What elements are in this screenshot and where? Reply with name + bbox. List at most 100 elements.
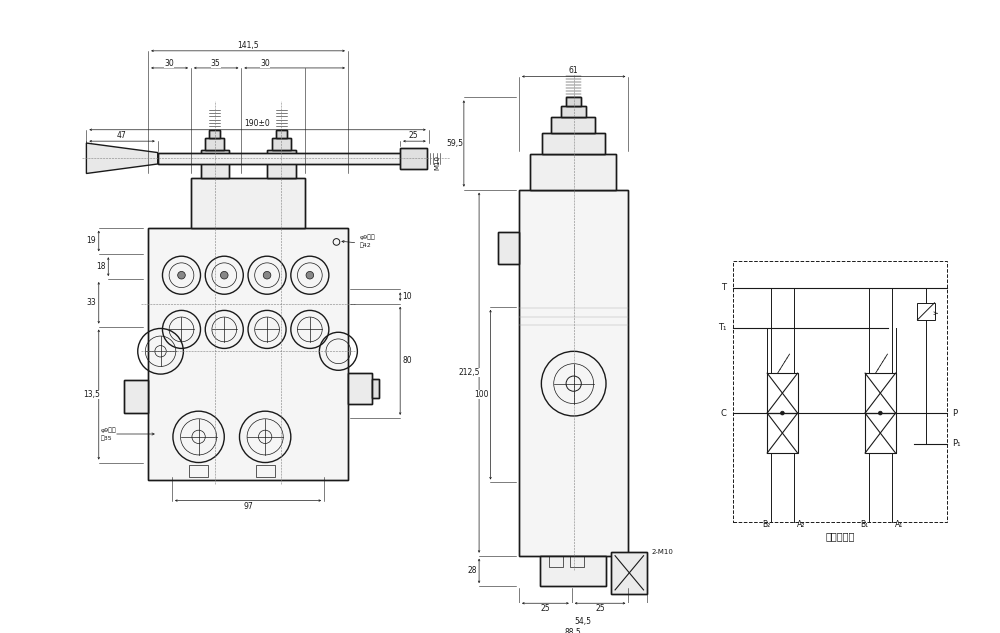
Text: 2-M10: 2-M10 [651,549,673,555]
Bar [209,130,220,138]
Text: A₂: A₂ [797,520,806,529]
Bar [400,148,427,169]
Text: 212,5: 212,5 [459,368,480,377]
Bar [519,190,628,556]
Bar [372,379,379,398]
Bar [865,413,896,453]
Text: 190±0: 190±0 [245,118,270,128]
Circle shape [306,272,314,279]
Bar [549,556,563,567]
Bar [348,373,372,404]
Text: 液压原理图: 液压原理图 [825,530,855,541]
Text: 18: 18 [96,262,105,271]
Bar [767,413,798,453]
Bar [267,150,296,179]
Bar [148,228,348,480]
Text: 80: 80 [403,356,413,365]
Bar [158,153,405,164]
Bar [498,232,519,264]
Bar [611,552,647,594]
Bar [498,232,519,264]
Bar [611,552,647,594]
Bar [561,106,586,117]
Text: 高42: 高42 [359,242,371,248]
Bar [551,117,595,132]
Bar [191,179,305,228]
Circle shape [780,411,784,415]
Text: B₁: B₁ [860,520,868,529]
Text: 59,5: 59,5 [446,139,463,148]
Bar [189,465,208,477]
Text: φ9通孔: φ9通孔 [101,427,116,433]
Text: φ9通孔: φ9通孔 [359,234,375,240]
Bar [276,130,287,138]
Bar [400,148,427,169]
Bar [865,373,896,413]
Text: P: P [953,408,958,418]
Bar [917,303,935,320]
Text: T₁: T₁ [718,323,726,332]
Text: 13,5: 13,5 [83,390,100,399]
Bar [566,97,581,106]
Bar [205,138,224,150]
Text: B₂: B₂ [762,520,770,529]
Bar [519,190,628,556]
Bar [540,556,606,586]
Bar [566,97,581,106]
Circle shape [878,411,882,415]
Text: 28: 28 [468,567,477,575]
Text: P₁: P₁ [953,439,961,448]
Text: 141,5: 141,5 [237,41,259,49]
Text: 25: 25 [595,605,605,613]
Bar [201,150,229,179]
Circle shape [263,272,271,279]
Bar [201,150,229,179]
Bar [348,373,372,404]
Polygon shape [86,143,158,173]
Bar [570,556,584,567]
Bar [158,153,405,164]
Bar [767,373,798,413]
Text: 19: 19 [86,237,96,246]
Bar [256,465,275,477]
Text: 25: 25 [541,605,550,613]
Circle shape [220,272,228,279]
Bar [542,132,605,154]
Bar [124,380,148,413]
Text: 35: 35 [211,59,221,68]
Bar [372,379,379,398]
Bar [148,228,348,480]
Bar [530,154,616,190]
Text: 33: 33 [86,298,96,307]
Text: 97: 97 [243,502,253,511]
Text: 61: 61 [569,66,578,75]
Bar [542,132,605,154]
Text: 高35: 高35 [101,435,112,441]
Text: 100: 100 [474,390,488,399]
Circle shape [178,272,185,279]
Bar [209,130,220,138]
Bar [272,138,291,150]
Text: M10: M10 [434,154,440,170]
Text: 47: 47 [117,131,126,140]
Text: C: C [720,408,726,418]
Text: 30: 30 [260,59,270,68]
Bar [272,138,291,150]
Bar [530,154,616,190]
Text: 25: 25 [409,131,418,140]
Bar [733,261,947,522]
Text: 88,5: 88,5 [564,628,581,633]
Bar [124,380,148,413]
Text: 30: 30 [164,59,174,68]
Text: A₁: A₁ [895,520,903,529]
Text: 54,5: 54,5 [575,617,592,626]
Bar [205,138,224,150]
Bar [191,179,305,228]
Text: T: T [721,283,726,292]
Bar [540,556,606,586]
Bar [267,150,296,179]
Bar [551,117,595,132]
Text: 10: 10 [402,292,412,301]
Bar [276,130,287,138]
Bar [561,106,586,117]
